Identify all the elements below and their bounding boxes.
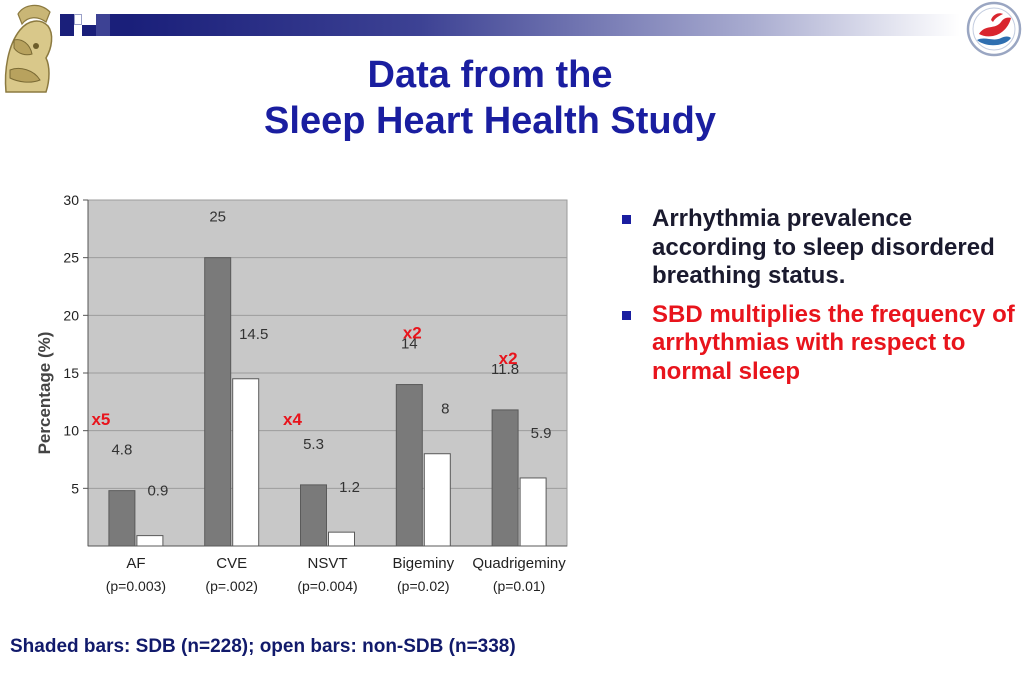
header-band-gradient [130, 14, 960, 36]
value-label-sdb-2: 5.3 [303, 436, 324, 453]
bar-sdb-4 [491, 409, 519, 547]
y-tick-label: 15 [63, 365, 79, 381]
x-pvalue-label-0: (p=0.003) [106, 578, 166, 594]
bullet-text-2: SBD multiplies the frequency of arrhythm… [652, 300, 1015, 385]
header-band-blocks [60, 14, 130, 36]
x-tick-label-4: Quadrigeminy [472, 555, 566, 572]
x-pvalue-label-4: (p=0.01) [493, 578, 546, 594]
bar-sdb-0 [108, 490, 136, 547]
y-axis-label: Percentage (%) [35, 332, 54, 455]
multiplier-label-4: x2 [499, 349, 518, 368]
x-tick-label-2: NSVT [307, 555, 347, 572]
value-label-sdb-4: 11.8 [491, 361, 519, 378]
bullet-item-1: Arrhythmia prevalence according to sleep… [620, 205, 1015, 291]
x-tick-label-3: Bigeminy [392, 555, 454, 572]
multiplier-label-2: x4 [283, 410, 302, 429]
x-tick-label-1: CVE [216, 555, 247, 572]
arrhythmia-bar-chart: 5 10 15 20 25 30 Percentage (%) 4.8 0.9 x5 AF (p=0.… [30, 188, 575, 608]
bar-sdb-3 [395, 384, 423, 547]
multiplier-label-0: x5 [91, 410, 110, 429]
bullet-list: Arrhythmia prevalence according to sleep… [620, 205, 1015, 396]
helmet-crest-logo [0, 0, 60, 100]
bar-non-sdb-2 [328, 531, 355, 547]
heart-wave-logo [966, 1, 1022, 57]
x-tick-label-0: AF [126, 555, 145, 572]
value-label-non-sdb-2: 1.2 [339, 479, 360, 496]
chart-footnote: Shaded bars: SDB (n=228); open bars: non… [10, 636, 516, 657]
bar-non-sdb-3 [423, 453, 451, 547]
y-tick-label: 25 [63, 250, 79, 266]
y-tick-label: 20 [63, 307, 79, 323]
slide-title: Data from the Sleep Heart Health Study [160, 52, 820, 144]
title-line-2: Sleep Heart Health Study [264, 100, 716, 142]
value-label-sdb-1: 25 [209, 209, 226, 226]
bar-sdb-1 [204, 257, 232, 547]
bullet-square-icon [622, 215, 631, 224]
y-tick-label: 30 [63, 192, 79, 208]
value-label-non-sdb-0: 0.9 [147, 483, 168, 500]
value-label-non-sdb-4: 5.9 [531, 425, 552, 442]
x-pvalue-label-3: (p=0.02) [397, 578, 450, 594]
bar-sdb-2 [300, 484, 327, 547]
value-label-non-sdb-1: 14.5 [239, 326, 268, 343]
value-label-sdb-0: 4.8 [111, 442, 132, 459]
bullet-square-icon [622, 310, 631, 320]
x-pvalue-label-2: (p=0.004) [297, 578, 357, 594]
value-label-sdb-3: 14 [401, 336, 418, 353]
bullet-text-1: Arrhythmia prevalence according to sleep… [652, 205, 995, 289]
multiplier-label-3: x2 [403, 324, 422, 343]
bar-non-sdb-0 [136, 535, 164, 547]
header-band [60, 14, 960, 36]
title-line-1: Data from the [367, 54, 613, 96]
x-pvalue-label-1: (p=.002) [205, 578, 258, 594]
value-label-non-sdb-3: 8 [441, 401, 449, 418]
bar-non-sdb-1 [232, 378, 260, 547]
y-tick-label: 10 [63, 423, 79, 439]
bullet-item-2: SBD multiplies the frequency of arrhythm… [620, 301, 1015, 387]
y-tick-label: 5 [71, 480, 79, 496]
bar-non-sdb-4 [519, 477, 547, 547]
